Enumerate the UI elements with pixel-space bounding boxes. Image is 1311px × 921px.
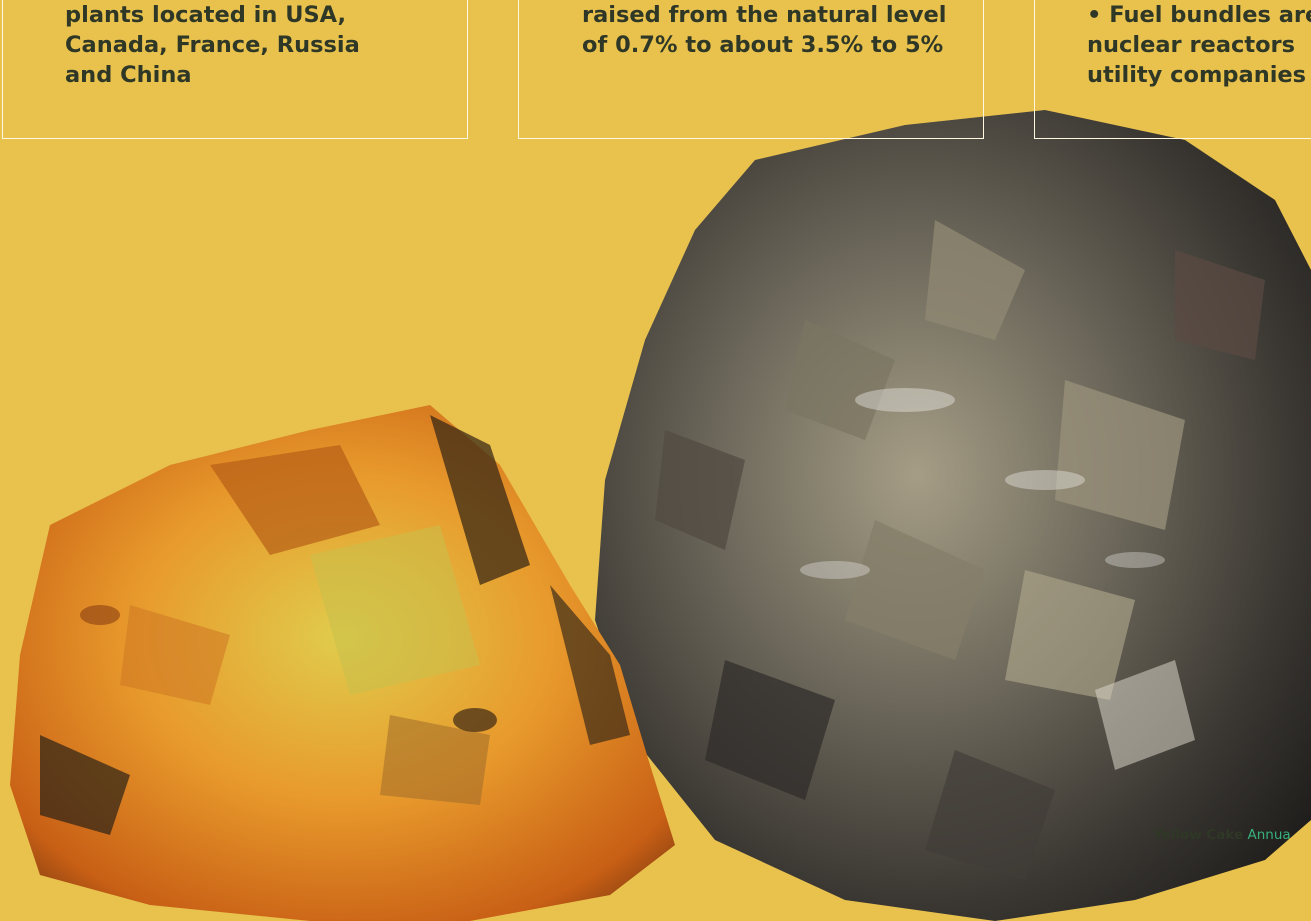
grey-ore-rock-image [575, 100, 1311, 921]
panel-3-text: • Fuel bundles are nuclear reactors util… [1087, 2, 1311, 88]
panel-2-text: raised from the natural level of 0.7% to… [582, 2, 947, 58]
credit-sub: Annua [1247, 827, 1291, 843]
info-panel-2: raised from the natural level of 0.7% to… [518, 0, 984, 139]
info-panel-3: • Fuel bundles are nuclear reactors util… [1034, 0, 1311, 139]
info-panel-1: plants located in USA, Canada, France, R… [2, 0, 468, 139]
panel-1-text: plants located in USA, Canada, France, R… [65, 2, 360, 88]
yellow-ore-rock-image [10, 405, 675, 921]
footer-credit: Yellow Cake Annua [1153, 827, 1291, 843]
credit-brand: Yellow Cake [1153, 827, 1244, 843]
